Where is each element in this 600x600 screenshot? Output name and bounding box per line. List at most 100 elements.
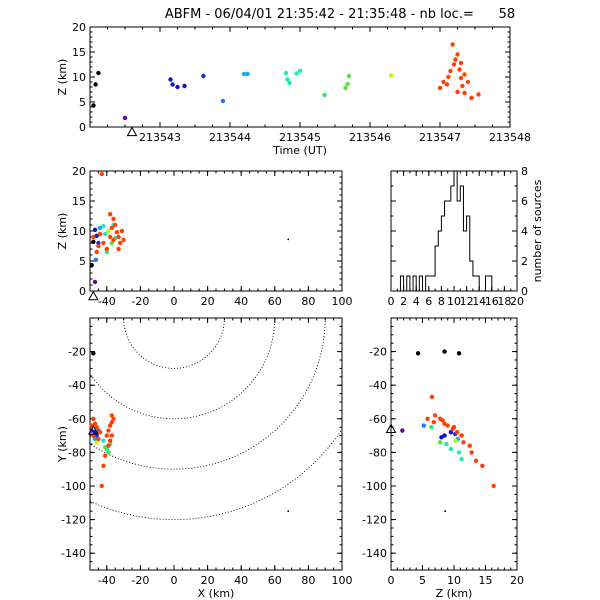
xz-xtick-label: 100 <box>332 295 353 308</box>
xy-range-ring <box>123 318 225 369</box>
xz-xtick-label: 80 <box>301 295 315 308</box>
xy-frame <box>89 317 343 571</box>
xy-point <box>102 453 108 458</box>
zy-point <box>429 425 434 430</box>
zy-ytick-label: -60 <box>369 413 387 426</box>
hist-xtick-label: 8 <box>438 295 445 308</box>
time-ylabel: Z (km) <box>56 59 69 96</box>
xy-point <box>92 421 98 427</box>
xz-point <box>287 238 290 241</box>
zy-xtick-label: 15 <box>479 574 493 587</box>
time-point <box>297 68 303 74</box>
xz-point <box>114 230 120 235</box>
xy-point <box>111 416 116 421</box>
xz-point <box>104 246 110 252</box>
xz-ylabel: Z (km) <box>56 213 69 250</box>
xy-xtick-label: 80 <box>301 574 315 587</box>
hist-xtick-label: 20 <box>510 295 524 308</box>
zy-point <box>448 430 454 435</box>
time-point <box>170 82 175 87</box>
xz-xtick-label: 0 <box>171 295 178 308</box>
xz-point <box>111 237 116 243</box>
xz-xtick-label: -40 <box>98 295 116 308</box>
xz-point <box>116 234 121 240</box>
zy-ytick-label: -80 <box>369 446 387 459</box>
xy-point <box>102 445 108 450</box>
xz-ytick-label: 0 <box>79 285 86 298</box>
xy-xlabel: X (km) <box>198 587 235 600</box>
zy-xtick-label: 10 <box>447 574 461 587</box>
xz-point <box>92 279 98 285</box>
time-point <box>465 79 471 85</box>
hist-frame <box>390 170 518 292</box>
xy-ytick-label: -60 <box>68 413 86 426</box>
xz-point <box>107 234 113 240</box>
hist-ytick-label: 6 <box>521 195 528 208</box>
xz-xtick-label: 60 <box>268 295 282 308</box>
time-frame <box>89 26 511 128</box>
time-point <box>175 84 180 90</box>
time-xtick-label: 213543 <box>139 131 181 144</box>
xz-point <box>109 225 115 231</box>
time-xlabel: Time (UT) <box>272 144 327 157</box>
time-ytick-label: 10 <box>72 71 86 84</box>
zy-point <box>421 423 426 428</box>
xz-frame <box>89 170 343 292</box>
time-point <box>285 77 290 82</box>
xz-point <box>101 240 106 246</box>
xy-point <box>92 436 98 442</box>
hist-xtick-label: 16 <box>485 295 499 308</box>
hist-xtick-label: 6 <box>425 295 432 308</box>
xy-point <box>94 425 99 430</box>
zy-ytick-label: -100 <box>362 480 387 493</box>
xy-xtick-label: -20 <box>131 574 149 587</box>
xy-point <box>91 416 96 421</box>
zy-point <box>456 450 462 455</box>
zy-point <box>459 456 464 462</box>
zy-point <box>440 418 445 423</box>
zy-xtick-label: 0 <box>388 574 395 587</box>
zy-station-marker <box>385 423 397 433</box>
zy-point <box>448 446 454 452</box>
zy-point <box>445 423 450 428</box>
xz-point <box>89 263 94 268</box>
time-point <box>343 85 348 91</box>
time-point <box>462 90 467 96</box>
xy-point <box>109 413 115 418</box>
xz-point <box>102 231 108 237</box>
xz-point <box>101 224 106 229</box>
xy-points <box>89 351 290 513</box>
xz-point <box>97 225 103 231</box>
xz-point <box>118 240 123 246</box>
xy-ytick-label: -20 <box>68 346 86 359</box>
time-point <box>346 73 352 79</box>
xy-ytick-label: -80 <box>68 446 86 459</box>
xz-point <box>93 257 99 262</box>
zy-xtick-label: 20 <box>510 574 524 587</box>
zy-xtick-label: 5 <box>419 574 426 587</box>
time-point <box>450 42 455 47</box>
time-point <box>168 77 173 82</box>
xz-ytick-label: 20 <box>72 165 86 178</box>
zy-point <box>467 443 472 448</box>
time-points <box>91 42 481 121</box>
zy-frame <box>390 317 518 571</box>
hist-xtick-label: 14 <box>472 295 486 308</box>
hist-xtick-label: 2 <box>400 295 407 308</box>
xz-point <box>91 234 96 240</box>
time-point <box>460 83 465 89</box>
xz-point <box>92 227 98 232</box>
xy-point <box>109 433 115 438</box>
hist-xtick-label: 18 <box>497 295 511 308</box>
zy-point <box>444 441 449 447</box>
xy-xtick-label: 40 <box>234 574 248 587</box>
xz-ytick-label: 5 <box>79 255 86 268</box>
time-point <box>476 92 481 97</box>
xy-point <box>101 438 106 443</box>
xz-point <box>97 231 103 237</box>
time-point <box>437 85 443 91</box>
xy-point <box>107 438 113 443</box>
xy-station-marker <box>88 425 99 435</box>
xz-point <box>116 246 121 252</box>
